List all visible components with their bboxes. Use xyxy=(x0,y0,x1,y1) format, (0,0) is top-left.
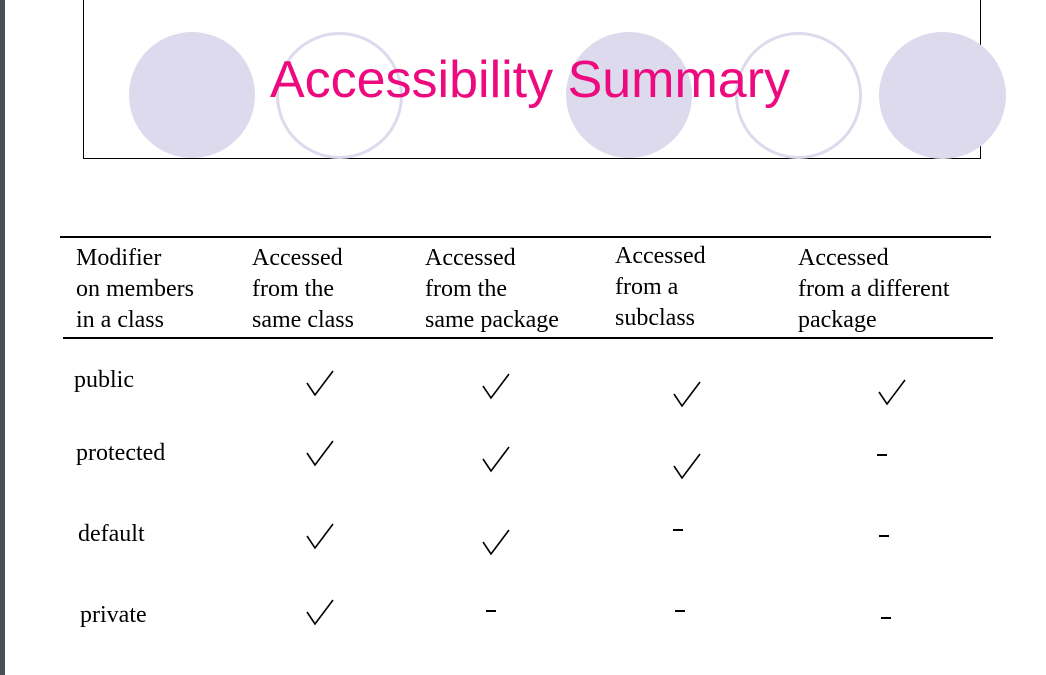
decor-circle-2 xyxy=(276,32,403,159)
check-icon xyxy=(305,369,335,397)
dash-icon xyxy=(879,535,889,537)
row-label-private: private xyxy=(80,602,147,628)
table-header-rule xyxy=(63,337,993,339)
header-subclass: Accessed from a subclass xyxy=(615,243,706,331)
decor-circle-3 xyxy=(566,32,692,158)
check-icon xyxy=(481,372,511,400)
dash-icon xyxy=(486,610,496,612)
dash-icon xyxy=(877,454,887,456)
row-label-public: public xyxy=(74,367,134,393)
check-icon xyxy=(481,528,511,556)
header-same-class: Accessed from the same class xyxy=(252,245,354,333)
dash-icon xyxy=(673,529,683,531)
slide-title: Accessibility Summary xyxy=(269,51,791,109)
check-icon xyxy=(672,380,702,408)
table-top-rule xyxy=(60,236,991,238)
decor-circle-1 xyxy=(129,32,255,158)
dash-icon xyxy=(881,617,891,619)
row-label-protected: protected xyxy=(76,440,166,466)
header-different-package: Accessed from a different package xyxy=(798,245,950,333)
header-same-package: Accessed from the same package xyxy=(425,245,559,333)
check-icon xyxy=(481,445,511,473)
decor-circle-5 xyxy=(879,32,1006,159)
check-icon xyxy=(877,378,907,406)
left-window-edge xyxy=(0,0,5,675)
check-icon xyxy=(305,522,335,550)
check-icon xyxy=(672,452,702,480)
check-icon xyxy=(305,439,335,467)
header-modifier: Modifier on members in a class xyxy=(76,245,194,333)
decor-circle-4 xyxy=(735,32,862,159)
row-label-default: default xyxy=(78,521,145,547)
check-icon xyxy=(305,598,335,626)
dash-icon xyxy=(675,610,685,612)
